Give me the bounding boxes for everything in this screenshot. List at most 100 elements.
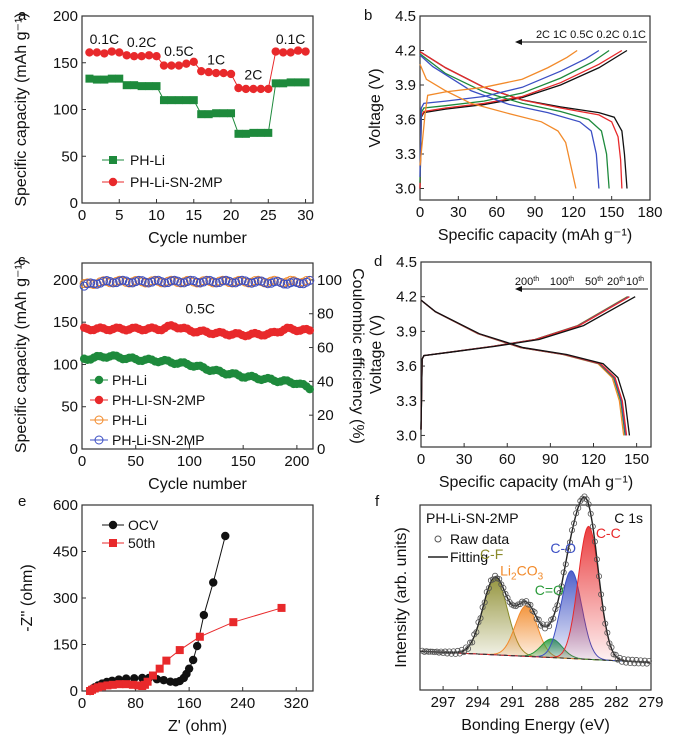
legend-label: PH-LI-SN-2MP (112, 392, 205, 408)
panel-a-xtick-label: 15 (185, 207, 202, 224)
legend-marker (94, 395, 104, 405)
raw-data-point (469, 639, 476, 646)
raw-data-point (598, 591, 605, 598)
panel-c-point (192, 277, 202, 287)
charge-curve-0.5C (419, 49, 610, 183)
legend-marker (94, 375, 104, 385)
rate-arrow-label: 2C 1C 0.5C 0.2C 0.1C (536, 29, 646, 41)
cycle-number: 50 (585, 276, 597, 288)
raw-data-point (602, 620, 609, 627)
panel-c-point (253, 276, 263, 286)
panel-f-label: f (375, 493, 380, 510)
peak-label-part: CO (517, 563, 538, 579)
panel-a-point (227, 109, 236, 118)
panel-b-ytick-label: 3.9 (395, 77, 416, 94)
panel-c-point (279, 279, 289, 289)
panel-a: 0 5 10 15 20 25 30 0 50 100 150 200 Cycle number Spec… (13, 7, 314, 247)
panel-d-label: d (374, 253, 382, 270)
cycle-label: 10th (626, 276, 644, 288)
rate-annotation: 0.2C (127, 34, 157, 50)
panel-c-point (202, 276, 212, 286)
panel-e-point (221, 531, 230, 541)
raw-data-point (625, 656, 632, 663)
panel-c-xlabel: Cycle number (148, 476, 247, 493)
panel-a-point (278, 48, 288, 57)
raw-data-point (477, 615, 484, 622)
panel-b-xtick-label: 30 (450, 204, 467, 221)
panel-a-point (137, 82, 146, 91)
raw-data-point (568, 527, 575, 534)
panel-a-point (152, 52, 161, 61)
panel-e-xtick-label: 320 (284, 695, 309, 712)
panel-e-ytick-label: 150 (53, 637, 78, 654)
legend-label: PH-Li-SN-2MP (112, 432, 205, 448)
panel-f-xtick-label: 291 (500, 694, 525, 711)
charge-curve-0.2C (419, 49, 623, 189)
panel-c-point (269, 277, 279, 287)
panel-b-xtick-label: 0 (416, 204, 424, 221)
raw-data-point (575, 505, 582, 512)
panel-b-ytick-label: 3.3 (395, 146, 416, 163)
panel-a-point (115, 48, 124, 57)
panel-f-ylabel: Intensity (arb. units) (393, 527, 410, 668)
panel-f-xlabel: Bonding Energy (eV) (461, 717, 610, 734)
cycle-suffix: th (638, 276, 644, 283)
raw-data-point (635, 660, 642, 667)
peak-fill-C-C (420, 526, 651, 663)
panel-a-point (264, 84, 273, 94)
charge-curve-2C (419, 49, 578, 166)
panel-c-point (211, 278, 221, 288)
panel-c-right-ytick-label: 80 (317, 306, 334, 323)
cycle-number: 20 (607, 276, 619, 288)
raw-data-point (633, 657, 640, 664)
cycle-number: 200 (515, 276, 533, 288)
raw-data-point (591, 538, 598, 545)
panel-e-ytick-label: 300 (53, 590, 78, 607)
raw-data-point (558, 583, 565, 590)
raw-data-point (531, 609, 538, 616)
charge-curve-10th (420, 296, 636, 430)
panel-a-point (197, 66, 206, 76)
panel-e-point (175, 646, 184, 655)
panel-b-xlabel: Specific capacity (mAh g⁻¹) (438, 227, 632, 244)
panel-b-xtick-label: 60 (488, 204, 505, 221)
panel-b-xtick-label: 150 (599, 204, 624, 221)
raw-data-point (481, 599, 488, 606)
panel-c-right-ytick-label: 60 (317, 340, 334, 357)
raw-data-point (562, 561, 569, 568)
raw-data-point (556, 590, 563, 597)
panel-f-xtick-label: 279 (638, 694, 663, 711)
panel-a-point (85, 74, 94, 83)
raw-data-point (465, 645, 472, 652)
panel-b-ytick-label: 3.0 (395, 181, 416, 198)
peak-fill-Li2CO3 (420, 605, 651, 663)
panel-e-point (122, 680, 131, 689)
panel-c: 0 50 100 150 200 0 50 100 150 200 0 20 40 60 80 100 Cycl… (13, 252, 366, 493)
panel-c-ytick-label: 0 (70, 441, 78, 458)
raw-data-point (587, 510, 594, 517)
panel-d-xtick-label: 120 (581, 451, 606, 468)
panel-a-point (294, 78, 303, 87)
panel-b: 0 30 60 90 120 150 180 3.0 3.3 3.6 3.9 4.2 4.5 Specif… (364, 7, 663, 244)
raw-data-point (527, 601, 534, 608)
raw-data-point (604, 629, 611, 636)
peak-label: C-O (550, 540, 576, 556)
panel-d-xtick-label: 30 (456, 451, 473, 468)
panel-c-point (186, 275, 196, 285)
panel-e-point (162, 656, 171, 665)
panel-e-point (143, 677, 152, 686)
panel-b-ylabel: Voltage (V) (367, 68, 384, 147)
panel-e-label: e (18, 493, 26, 510)
panel-e-point (188, 655, 198, 665)
cycle-label: 100th (550, 276, 574, 288)
discharge-curve-0.2C (419, 51, 623, 189)
cycle-number: 100 (550, 276, 568, 288)
raw-data-point (467, 639, 474, 646)
raw-data-point (631, 660, 638, 667)
raw-data-point (496, 576, 503, 583)
panel-f-xtick-label: 297 (431, 694, 456, 711)
panel-f-frame (419, 504, 652, 691)
panel-a-point (129, 52, 139, 61)
panel-a-point (301, 78, 310, 87)
panel-e-point (199, 610, 209, 620)
